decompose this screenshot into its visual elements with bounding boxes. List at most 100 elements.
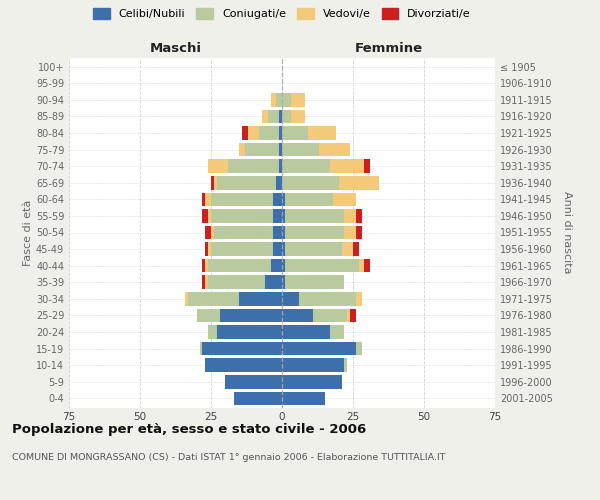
Bar	[208, 259, 271, 272]
Bar	[214, 176, 217, 190]
Bar	[282, 392, 325, 405]
Text: Maschi: Maschi	[149, 42, 202, 55]
Bar	[282, 192, 285, 206]
Bar	[282, 292, 299, 306]
Bar	[330, 160, 364, 173]
Bar	[356, 209, 362, 222]
Bar	[290, 93, 305, 106]
Bar	[202, 342, 282, 355]
Bar	[208, 276, 265, 289]
Bar	[197, 308, 220, 322]
Bar	[285, 242, 341, 256]
Bar	[208, 325, 217, 339]
Text: COMUNE DI MONGRASSANO (CS) - Dati ISTAT 1° gennaio 2006 - Elaborazione TUTTITALI: COMUNE DI MONGRASSANO (CS) - Dati ISTAT …	[12, 452, 445, 462]
Bar	[356, 226, 362, 239]
Bar	[220, 308, 282, 322]
Bar	[211, 226, 214, 239]
Bar	[259, 126, 279, 140]
Bar	[242, 126, 248, 140]
Bar	[356, 292, 362, 306]
Bar	[308, 126, 336, 140]
Bar	[279, 143, 282, 156]
Bar	[185, 292, 188, 306]
Bar	[356, 342, 362, 355]
Bar	[282, 358, 344, 372]
Bar	[285, 209, 344, 222]
Bar	[341, 242, 353, 256]
Bar	[299, 292, 356, 306]
Bar	[205, 276, 208, 289]
Bar	[359, 259, 364, 272]
Bar	[211, 176, 214, 190]
Bar	[274, 192, 282, 206]
Bar	[211, 242, 274, 256]
Bar	[364, 160, 370, 173]
Bar	[202, 192, 205, 206]
Bar	[217, 176, 277, 190]
Bar	[282, 110, 290, 123]
Bar	[319, 143, 350, 156]
Bar	[282, 126, 308, 140]
Bar	[285, 226, 344, 239]
Bar	[282, 276, 285, 289]
Bar	[285, 259, 359, 272]
Bar	[279, 110, 282, 123]
Bar	[330, 325, 344, 339]
Bar	[228, 160, 279, 173]
Bar	[214, 226, 274, 239]
Bar	[211, 192, 274, 206]
Bar	[277, 176, 282, 190]
Bar	[234, 392, 282, 405]
Bar	[271, 93, 277, 106]
Bar	[277, 93, 282, 106]
Bar	[248, 126, 259, 140]
Bar	[282, 375, 341, 388]
Bar	[208, 209, 211, 222]
Bar	[202, 276, 205, 289]
Bar	[282, 242, 285, 256]
Y-axis label: Fasce di età: Fasce di età	[23, 200, 33, 266]
Bar	[188, 292, 239, 306]
Bar	[344, 209, 356, 222]
Bar	[239, 143, 245, 156]
Bar	[282, 209, 285, 222]
Bar	[208, 160, 228, 173]
Bar	[353, 242, 359, 256]
Bar	[202, 259, 205, 272]
Bar	[211, 209, 274, 222]
Bar	[285, 276, 344, 289]
Bar	[282, 226, 285, 239]
Bar	[265, 276, 282, 289]
Bar	[313, 308, 347, 322]
Bar	[245, 143, 279, 156]
Bar	[282, 325, 330, 339]
Text: Popolazione per età, sesso e stato civile - 2006: Popolazione per età, sesso e stato civil…	[12, 422, 366, 436]
Bar	[364, 259, 370, 272]
Bar	[274, 209, 282, 222]
Bar	[274, 226, 282, 239]
Bar	[202, 209, 208, 222]
Text: Femmine: Femmine	[355, 42, 422, 55]
Bar	[200, 342, 202, 355]
Bar	[282, 143, 319, 156]
Bar	[205, 259, 208, 272]
Bar	[282, 176, 339, 190]
Bar	[282, 308, 313, 322]
Bar	[282, 342, 356, 355]
Bar	[279, 126, 282, 140]
Legend: Celibi/Nubili, Coniugati/e, Vedovi/e, Divorziati/e: Celibi/Nubili, Coniugati/e, Vedovi/e, Di…	[93, 8, 471, 19]
Bar	[282, 93, 290, 106]
Bar	[282, 160, 330, 173]
Bar	[347, 308, 350, 322]
Bar	[239, 292, 282, 306]
Bar	[344, 226, 356, 239]
Bar	[205, 192, 211, 206]
Bar	[344, 358, 347, 372]
Bar	[268, 110, 279, 123]
Bar	[205, 226, 211, 239]
Bar	[205, 242, 208, 256]
Bar	[274, 242, 282, 256]
Bar	[282, 259, 285, 272]
Bar	[350, 308, 356, 322]
Bar	[271, 259, 282, 272]
